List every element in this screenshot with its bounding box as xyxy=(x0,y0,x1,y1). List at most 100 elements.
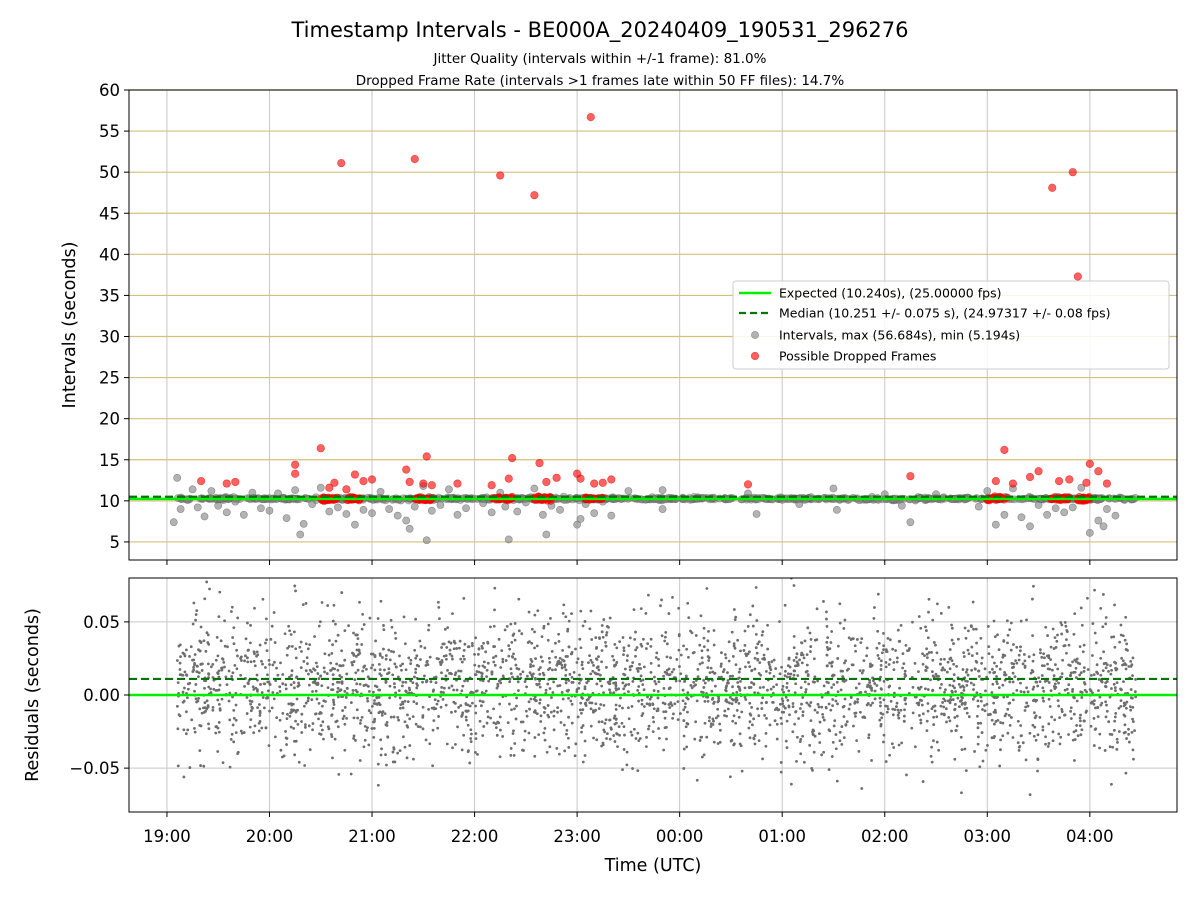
residual-point xyxy=(193,689,196,693)
residual-point xyxy=(1011,666,1014,670)
residual-point xyxy=(1023,709,1027,712)
residual-point xyxy=(831,704,834,708)
interval-point xyxy=(504,535,513,544)
residual-point xyxy=(785,719,789,723)
residual-point xyxy=(421,705,425,709)
residual-point xyxy=(884,660,888,664)
residual-point xyxy=(1102,650,1106,654)
residual-point xyxy=(1074,729,1078,733)
residual-point xyxy=(1078,645,1082,649)
residual-point xyxy=(209,691,213,694)
residual-point xyxy=(735,709,739,712)
residual-point xyxy=(677,633,681,636)
residual-point xyxy=(1101,625,1105,629)
residual-point xyxy=(203,686,206,690)
residual-point xyxy=(1130,730,1134,734)
residual-point xyxy=(292,630,296,634)
residual-point xyxy=(557,632,561,636)
residual-point xyxy=(646,695,649,699)
interval-point xyxy=(257,504,265,513)
dropped-frame-point xyxy=(427,481,436,490)
residual-point xyxy=(893,708,897,712)
residual-point xyxy=(685,745,689,749)
dropped-frame-point xyxy=(504,474,513,483)
residual-point xyxy=(903,708,906,712)
residual-point xyxy=(779,761,783,764)
residual-point xyxy=(206,633,210,637)
residual-point xyxy=(1069,709,1073,713)
residual-point xyxy=(580,730,583,734)
residual-point xyxy=(639,607,643,611)
residual-point xyxy=(175,659,179,662)
residual-point xyxy=(581,697,584,700)
residual-point xyxy=(572,670,576,674)
residual-point xyxy=(882,698,886,702)
residual-point xyxy=(627,644,631,648)
residual-point xyxy=(1086,596,1089,600)
residual-point xyxy=(516,680,520,684)
legend-dropped-label: Possible Dropped Frames xyxy=(779,349,936,364)
residual-point xyxy=(891,647,895,651)
residual-point xyxy=(1125,700,1129,704)
residual-point xyxy=(867,733,871,737)
residual-point xyxy=(393,682,396,686)
residual-point xyxy=(785,746,789,750)
residual-point xyxy=(866,702,870,705)
residual-point xyxy=(602,704,606,707)
residual-point xyxy=(614,718,618,721)
residual-point xyxy=(325,672,329,675)
residual-point xyxy=(444,703,448,707)
residual-point xyxy=(195,670,199,674)
residual-point xyxy=(252,650,256,654)
residual-point xyxy=(613,643,617,646)
residual-point xyxy=(942,705,946,709)
residual-point xyxy=(195,700,198,704)
residual-point xyxy=(515,696,519,700)
dropped-frame-point xyxy=(330,478,339,487)
residual-point xyxy=(579,701,583,705)
residual-point xyxy=(784,669,787,673)
legend: Expected (10.240s), (25.00000 fps)Median… xyxy=(732,280,1170,370)
residual-point xyxy=(1047,722,1051,726)
residual-point xyxy=(408,744,412,747)
residual-point xyxy=(876,592,880,596)
residual-point xyxy=(566,629,570,633)
residual-point xyxy=(838,621,842,625)
residual-point xyxy=(267,658,271,662)
residual-point xyxy=(401,706,405,710)
residual-point xyxy=(249,702,253,706)
residual-point xyxy=(462,733,466,737)
residual-point xyxy=(489,625,492,629)
residual-point xyxy=(1072,712,1076,716)
x-tick-label: 23:00 xyxy=(553,827,601,846)
residual-point xyxy=(552,680,556,684)
residual-point xyxy=(332,603,336,607)
residual-point xyxy=(378,668,382,672)
residual-point xyxy=(396,715,400,719)
residual-point xyxy=(424,738,428,742)
residual-point xyxy=(927,597,931,601)
residual-point xyxy=(935,602,939,606)
residual-point xyxy=(708,716,711,719)
residual-point xyxy=(895,701,899,705)
residual-point xyxy=(1063,644,1067,647)
residual-point xyxy=(255,650,259,654)
residual-point xyxy=(341,717,345,721)
residual-point xyxy=(726,671,729,674)
residual-point xyxy=(716,707,720,711)
residual-point xyxy=(774,667,778,670)
residual-point xyxy=(548,687,552,690)
residual-point xyxy=(760,707,764,710)
residual-point xyxy=(397,689,401,693)
residual-point xyxy=(660,598,663,602)
residual-point xyxy=(421,680,424,684)
residual-point xyxy=(194,697,198,701)
residual-point xyxy=(369,711,373,715)
residual-point xyxy=(1046,662,1049,666)
residual-point xyxy=(600,684,604,688)
residual-point xyxy=(753,742,757,746)
residual-point xyxy=(813,680,816,684)
residual-point xyxy=(640,644,644,648)
residual-point xyxy=(296,723,300,726)
residual-point xyxy=(591,669,595,673)
